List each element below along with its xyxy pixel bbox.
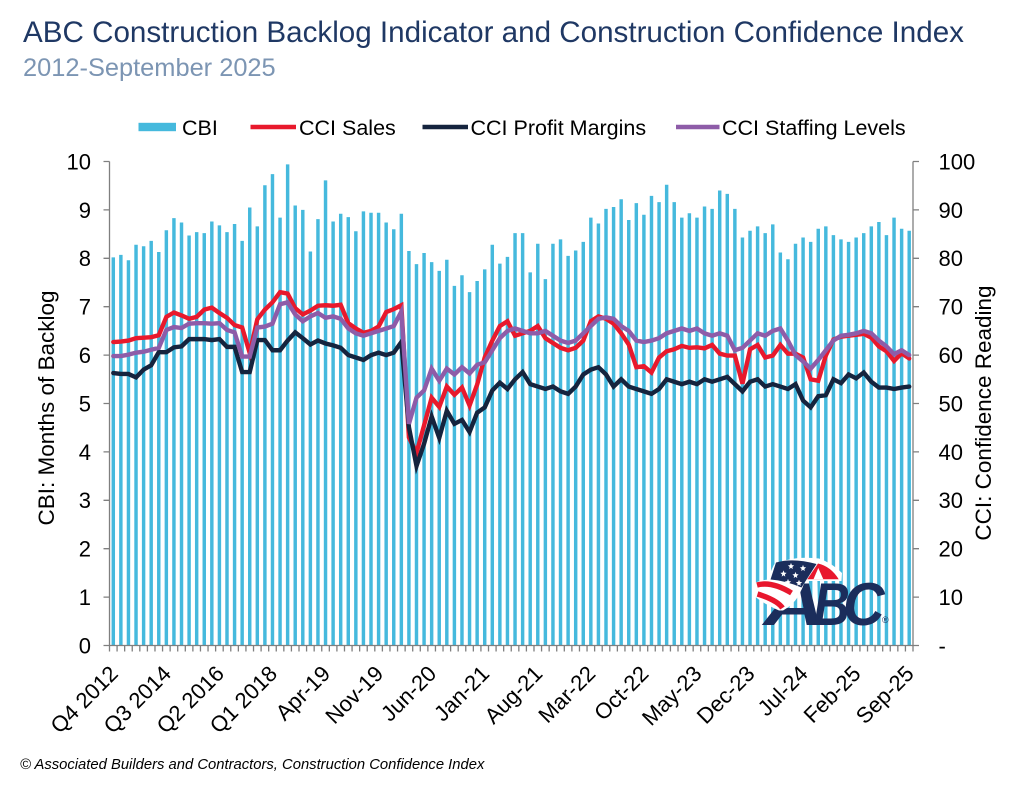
svg-text:CCI Profit Margins: CCI Profit Margins (471, 116, 647, 140)
svg-text:CCI Staffing Levels: CCI Staffing Levels (722, 116, 906, 140)
svg-text:90: 90 (939, 198, 963, 223)
svg-text:80: 80 (939, 246, 963, 271)
svg-text:4: 4 (79, 440, 91, 465)
svg-text:10: 10 (939, 585, 963, 610)
svg-text:3: 3 (79, 488, 91, 513)
svg-text:50: 50 (939, 391, 963, 416)
svg-text:CCI Sales: CCI Sales (299, 116, 396, 140)
svg-text:30: 30 (939, 488, 963, 513)
svg-text:CBI: CBI (182, 116, 218, 140)
svg-text:1: 1 (79, 585, 91, 610)
svg-text:10: 10 (67, 149, 91, 174)
svg-text:© Associated Builders and Cont: © Associated Builders and Contractors, C… (20, 757, 485, 773)
svg-text:6: 6 (79, 343, 91, 368)
svg-text:®: ® (882, 615, 889, 625)
svg-text:CBI: Months of Backlog: CBI: Months of Backlog (34, 290, 59, 525)
svg-text:B: B (814, 571, 850, 638)
svg-text:2: 2 (79, 537, 91, 562)
svg-text:100: 100 (939, 149, 976, 174)
svg-text:70: 70 (939, 295, 963, 320)
svg-text:9: 9 (79, 198, 91, 223)
svg-text:7: 7 (79, 295, 91, 320)
svg-text:8: 8 (79, 246, 91, 271)
svg-text:CCI: Confidence Reading: CCI: Confidence Reading (971, 285, 996, 540)
svg-text:ABC Construction Backlog Indic: ABC Construction Backlog Indicator and C… (23, 16, 964, 49)
svg-text:20: 20 (939, 537, 963, 562)
svg-text:2012-September 2025: 2012-September 2025 (23, 54, 276, 82)
svg-text:C: C (843, 572, 886, 638)
svg-text:5: 5 (79, 391, 91, 416)
svg-text:0: 0 (79, 633, 91, 658)
svg-text:-: - (939, 633, 946, 658)
svg-text:60: 60 (939, 343, 963, 368)
svg-text:40: 40 (939, 440, 963, 465)
